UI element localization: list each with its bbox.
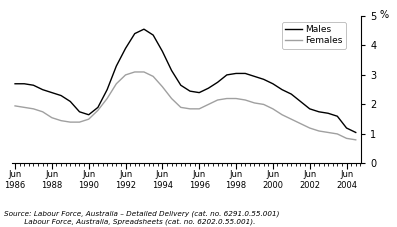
Males: [215, 81, 220, 84]
Males: [13, 82, 17, 85]
Females: [215, 99, 220, 101]
Males: [77, 110, 82, 113]
Males: [280, 88, 285, 91]
Males: [160, 50, 165, 53]
Females: [178, 106, 183, 109]
Males: [142, 28, 146, 30]
Males: [261, 78, 266, 81]
Females: [270, 107, 275, 110]
Males: [326, 112, 330, 115]
Males: [316, 110, 321, 113]
Males: [243, 72, 248, 75]
Females: [105, 97, 110, 100]
Females: [123, 74, 128, 76]
Males: [151, 34, 156, 36]
Text: Source: Labour Force, Australia – Detailed Delivery (cat. no. 6291.0.55.001)
   : Source: Labour Force, Australia – Detail…: [4, 210, 279, 225]
Males: [289, 93, 294, 95]
Males: [68, 100, 73, 103]
Males: [188, 90, 193, 92]
Males: [335, 115, 340, 118]
Females: [206, 103, 211, 106]
Males: [123, 47, 128, 50]
Females: [261, 103, 266, 106]
Females: [31, 107, 36, 110]
Males: [224, 74, 229, 76]
Males: [105, 88, 110, 91]
Females: [50, 116, 54, 119]
Females: [68, 121, 73, 123]
Females: [59, 119, 64, 122]
Males: [132, 32, 137, 35]
Males: [252, 75, 257, 78]
Males: [114, 65, 119, 67]
Males: [59, 94, 64, 97]
Males: [31, 84, 36, 86]
Males: [353, 131, 358, 134]
Females: [234, 97, 239, 100]
Legend: Males, Females: Males, Females: [282, 22, 346, 49]
Males: [206, 87, 211, 89]
Females: [307, 127, 312, 129]
Females: [77, 121, 82, 123]
Females: [344, 137, 349, 140]
Males: [169, 69, 174, 72]
Females: [114, 82, 119, 85]
Females: [316, 130, 321, 132]
Females: [169, 97, 174, 100]
Males: [307, 107, 312, 110]
Males: [234, 72, 239, 75]
Y-axis label: %: %: [380, 10, 389, 20]
Females: [40, 110, 45, 113]
Males: [86, 113, 91, 116]
Females: [326, 131, 330, 134]
Females: [280, 113, 285, 116]
Females: [252, 101, 257, 104]
Males: [96, 106, 100, 109]
Females: [335, 133, 340, 135]
Males: [344, 127, 349, 129]
Males: [22, 82, 27, 85]
Line: Males: Males: [15, 29, 356, 132]
Females: [224, 97, 229, 100]
Females: [289, 118, 294, 121]
Females: [13, 104, 17, 107]
Females: [243, 99, 248, 101]
Females: [353, 138, 358, 141]
Females: [142, 71, 146, 73]
Females: [86, 118, 91, 121]
Females: [151, 75, 156, 78]
Males: [298, 100, 303, 103]
Males: [50, 91, 54, 94]
Females: [132, 71, 137, 73]
Females: [298, 122, 303, 125]
Line: Females: Females: [15, 72, 356, 140]
Females: [197, 107, 202, 110]
Males: [197, 91, 202, 94]
Females: [96, 109, 100, 112]
Males: [40, 88, 45, 91]
Males: [270, 82, 275, 85]
Males: [178, 84, 183, 86]
Females: [22, 106, 27, 109]
Females: [188, 107, 193, 110]
Females: [160, 85, 165, 88]
